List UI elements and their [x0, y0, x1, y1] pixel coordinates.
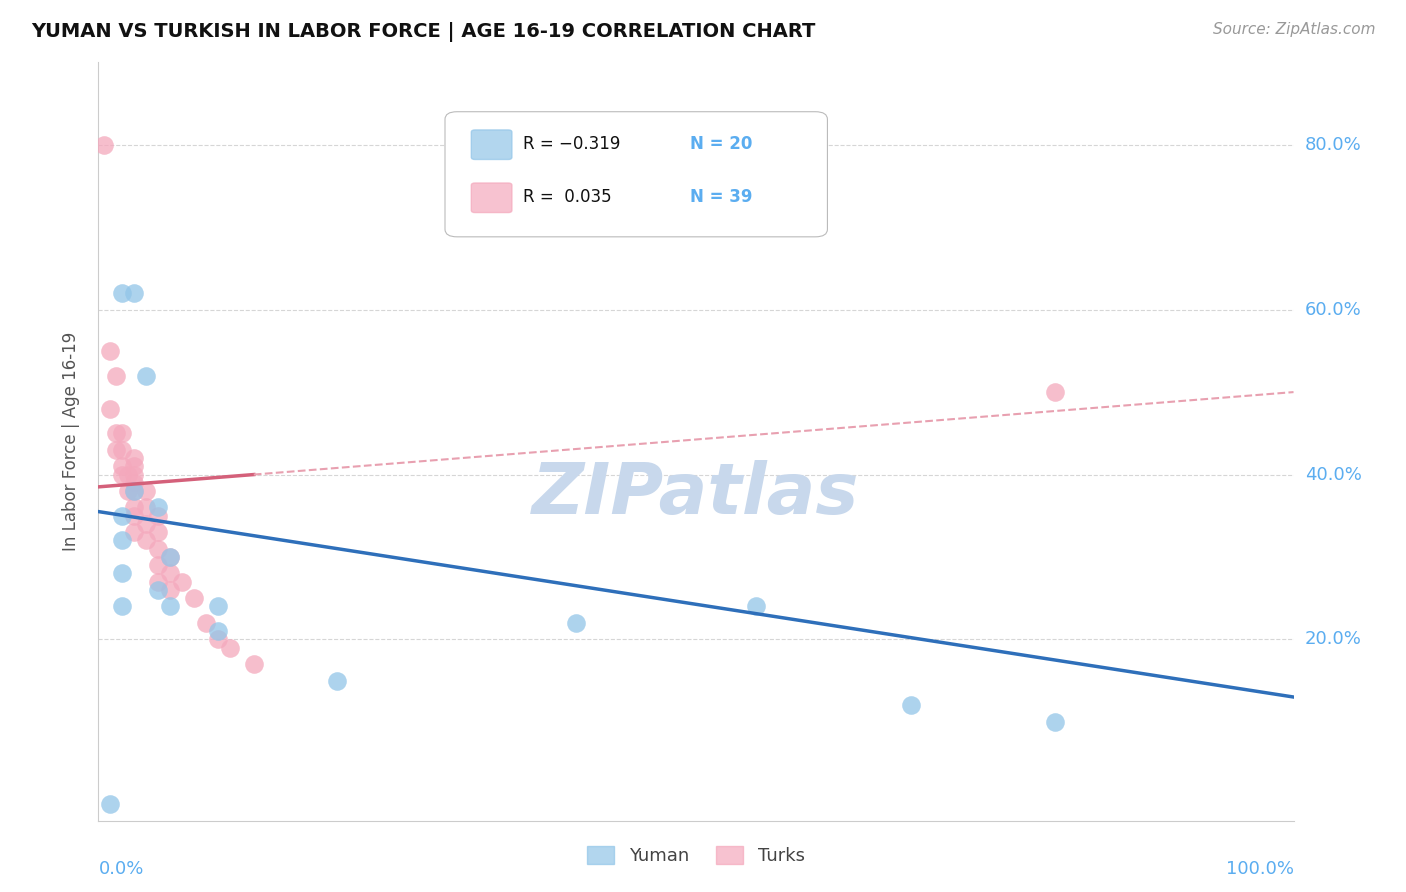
Point	[148, 582, 170, 597]
Point	[124, 500, 146, 515]
Y-axis label: In Labor Force | Age 16-19: In Labor Force | Age 16-19	[62, 332, 80, 551]
Point	[148, 508, 170, 523]
Point	[745, 599, 768, 614]
Point	[124, 525, 146, 540]
Point	[219, 640, 242, 655]
Text: 20.0%: 20.0%	[1305, 631, 1361, 648]
Point	[98, 797, 122, 812]
Point	[124, 508, 146, 523]
Point	[1043, 385, 1066, 400]
Text: N = 20: N = 20	[690, 136, 752, 153]
Point	[117, 467, 139, 482]
Point	[111, 508, 134, 523]
Point	[117, 483, 139, 498]
Point	[93, 137, 115, 152]
Point	[900, 698, 922, 713]
Point	[195, 615, 218, 630]
Text: YUMAN VS TURKISH IN LABOR FORCE | AGE 16-19 CORRELATION CHART: YUMAN VS TURKISH IN LABOR FORCE | AGE 16…	[31, 22, 815, 42]
Point	[124, 459, 146, 474]
Point	[159, 599, 181, 614]
Text: ZIPatlas: ZIPatlas	[533, 460, 859, 529]
Point	[111, 442, 134, 457]
Point	[98, 343, 122, 358]
Point	[135, 368, 157, 383]
Text: R =  0.035: R = 0.035	[523, 188, 612, 206]
Point	[148, 558, 170, 573]
FancyBboxPatch shape	[446, 112, 827, 236]
Point	[111, 459, 134, 474]
Text: N = 39: N = 39	[690, 188, 752, 206]
Point	[183, 591, 205, 606]
Point	[111, 467, 134, 482]
Legend: Yuman, Turks: Yuman, Turks	[581, 838, 811, 872]
Point	[124, 467, 146, 482]
Point	[135, 500, 157, 515]
Point	[135, 483, 157, 498]
Point	[111, 426, 134, 441]
Point	[124, 475, 146, 490]
Point	[124, 286, 146, 301]
Text: 40.0%: 40.0%	[1305, 466, 1361, 483]
Point	[135, 516, 157, 531]
Point	[172, 574, 194, 589]
Point	[159, 582, 181, 597]
Point	[159, 549, 181, 564]
Point	[111, 286, 134, 301]
Point	[565, 615, 588, 630]
Point	[111, 533, 134, 548]
Point	[105, 426, 128, 441]
Text: 100.0%: 100.0%	[1226, 860, 1294, 878]
Point	[98, 401, 122, 416]
Point	[207, 632, 229, 647]
Point	[326, 673, 349, 688]
Point	[124, 450, 146, 465]
Point	[124, 483, 146, 498]
FancyBboxPatch shape	[471, 130, 512, 160]
Point	[135, 533, 157, 548]
Text: R = −0.319: R = −0.319	[523, 136, 620, 153]
Point	[243, 657, 266, 671]
Point	[1043, 714, 1066, 729]
Point	[207, 599, 229, 614]
Point	[105, 368, 128, 383]
Point	[148, 525, 170, 540]
Point	[105, 442, 128, 457]
Point	[124, 483, 146, 498]
Text: 0.0%: 0.0%	[98, 860, 143, 878]
Point	[111, 599, 134, 614]
Point	[148, 574, 170, 589]
Text: Source: ZipAtlas.com: Source: ZipAtlas.com	[1212, 22, 1375, 37]
Text: 80.0%: 80.0%	[1305, 136, 1361, 153]
Point	[148, 500, 170, 515]
Point	[111, 566, 134, 581]
Point	[148, 541, 170, 556]
FancyBboxPatch shape	[471, 183, 512, 212]
Text: 60.0%: 60.0%	[1305, 301, 1361, 318]
Point	[159, 549, 181, 564]
Point	[207, 624, 229, 639]
Point	[159, 566, 181, 581]
